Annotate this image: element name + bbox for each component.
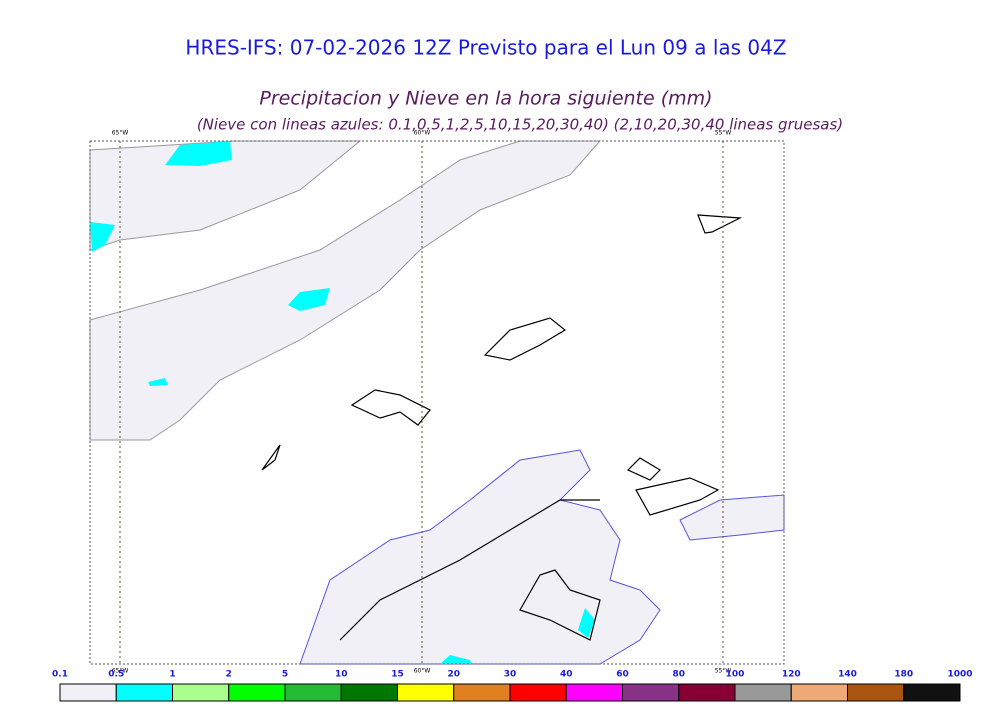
color-box bbox=[397, 683, 455, 702]
colorbar-label: 180 bbox=[894, 670, 913, 680]
colorbar: 0.1 0.5 1 2 5 10 15 20 30 40 60 80 100 120 140 180 1000 bbox=[52, 670, 973, 702]
meridian-label: 65°W bbox=[112, 130, 129, 137]
color-box bbox=[284, 683, 342, 702]
meridian-label: 60°W bbox=[414, 130, 431, 137]
color-box bbox=[565, 683, 623, 702]
colorbar-label: 120 bbox=[782, 670, 801, 680]
colorbar-label: 80 bbox=[672, 670, 685, 680]
color-box bbox=[790, 683, 848, 702]
colorbar-label: 140 bbox=[838, 670, 857, 680]
colorbar-label: 100 bbox=[726, 670, 745, 680]
colorbar-label: 20 bbox=[447, 670, 460, 680]
color-box bbox=[734, 683, 792, 702]
note: (Nieve con lineas azules: 0.1,0.5,1,2,5,… bbox=[197, 116, 843, 134]
meridian-label: 55°W bbox=[715, 130, 732, 137]
color-box bbox=[903, 683, 961, 702]
meridian-label: 65°W bbox=[112, 668, 129, 675]
colorbar-label: 5 bbox=[282, 670, 288, 680]
colorbar-label: 60 bbox=[616, 670, 629, 680]
title: HRES-IFS: 07-02-2026 12Z Previsto para e… bbox=[185, 36, 786, 60]
map-area bbox=[89, 140, 785, 665]
colorbar-label: 40 bbox=[560, 670, 573, 680]
colorbar-label: 10 bbox=[335, 670, 348, 680]
colorbar-label: 1000 bbox=[947, 670, 972, 680]
meridian-label: 60°W bbox=[414, 668, 431, 675]
subtitle: Precipitacion y Nieve en la hora siguien… bbox=[259, 88, 712, 110]
color-box bbox=[59, 683, 117, 702]
color-box bbox=[172, 683, 230, 702]
colorbar-label: 30 bbox=[504, 670, 517, 680]
colorbar-label: 2 bbox=[226, 670, 232, 680]
colorbar-label: 0.1 bbox=[52, 670, 68, 680]
colorbar-label: 15 bbox=[391, 670, 404, 680]
color-box bbox=[678, 683, 736, 702]
color-box bbox=[453, 683, 511, 702]
color-box bbox=[622, 683, 680, 702]
color-box bbox=[228, 683, 286, 702]
color-box bbox=[509, 683, 567, 702]
color-box bbox=[115, 683, 173, 702]
colorbar-label: 0.5 bbox=[108, 670, 124, 680]
color-box bbox=[340, 683, 398, 702]
colorbar-label: 1 bbox=[169, 670, 175, 680]
color-box bbox=[847, 683, 905, 702]
meridian-label: 55°W bbox=[715, 668, 732, 675]
